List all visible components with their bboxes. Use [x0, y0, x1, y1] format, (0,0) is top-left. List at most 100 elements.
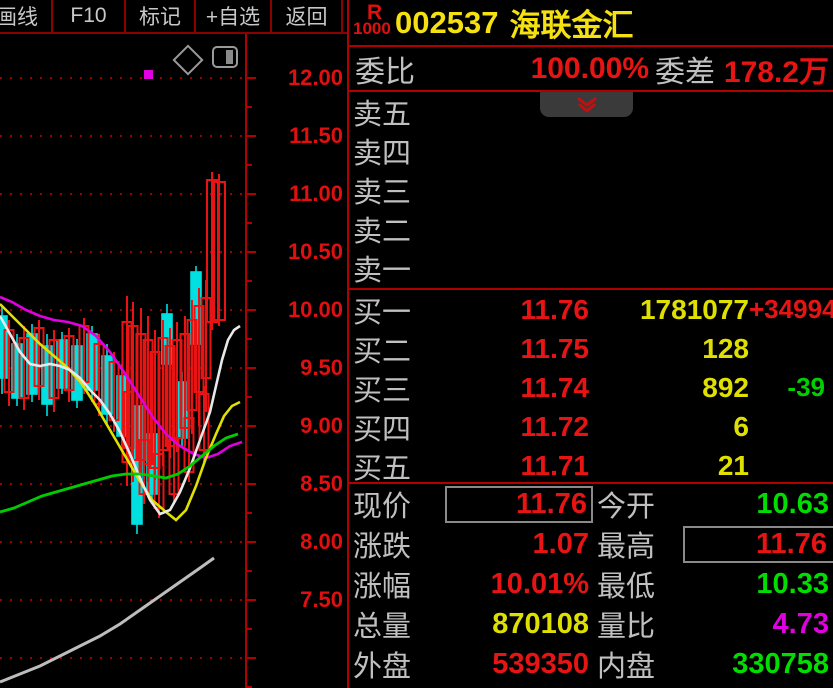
open-price-label: 今开 [597, 491, 656, 523]
buy3-price: 11.74 [520, 371, 589, 403]
buy3-label: 买三 [353, 374, 412, 407]
stock-name: 海联金汇 [509, 8, 634, 43]
axis-label-8: 8.00 [300, 529, 343, 554]
sell-order-book: 卖五 卖四 卖三 卖二 [349, 92, 833, 287]
axis-label-10: 10.00 [287, 297, 343, 322]
axis-label-9-50: 9.50 [300, 355, 343, 380]
inner-volume-value: 330758 [732, 647, 829, 680]
quote-row-change: 涨跌 1.07 最高 11.76 [349, 524, 833, 564]
table-row[interactable]: 买二 11.75 128 [349, 329, 833, 368]
axis-label-12: 12.00 [287, 65, 343, 90]
axis-label-9: 9.00 [300, 413, 343, 438]
commission-diff-label: 委差 [655, 55, 715, 89]
table-row[interactable]: 卖四 [349, 131, 833, 170]
buy-order-book: 买一 11.76 1781077 +34994 买二 11.75 128 买三 … [349, 288, 833, 485]
quote-row-volume: 总量 870108 量比 4.73 [349, 604, 833, 644]
badge-num-label: 1000 [353, 18, 391, 38]
table-row[interactable]: 卖五 [349, 92, 833, 131]
buy3-volume: 892 [702, 371, 749, 403]
back-button[interactable]: 返回 [272, 0, 343, 32]
low-value: 10.33 [756, 567, 829, 600]
outer-volume-value: 539350 [492, 647, 589, 680]
table-row[interactable]: 买三 11.74 892 -39 [349, 368, 833, 407]
total-volume-value: 870108 [492, 607, 589, 640]
table-row[interactable]: 买一 11.76 1781077 +34994 [349, 290, 833, 329]
buy1-price: 11.76 [520, 293, 589, 325]
open-price-value: 10.63 [756, 487, 829, 520]
commission-ratio-label: 委比 [355, 55, 415, 89]
quote-row-outin: 外盘 539350 内盘 330758 [349, 644, 833, 684]
margin-badge-icon: R 1000 [349, 1, 395, 45]
table-row[interactable]: 卖二 [349, 209, 833, 248]
buy1-volume: 1781077 [639, 293, 749, 325]
table-row[interactable]: 卖一 [349, 248, 833, 287]
buy2-price: 11.75 [520, 332, 589, 364]
change-pct-value: 10.01% [490, 567, 589, 600]
axis-label-10-50: 10.50 [287, 239, 343, 264]
sell5-label: 卖五 [353, 98, 412, 131]
inner-volume-label: 内盘 [597, 651, 656, 683]
total-volume-label: 总量 [353, 611, 412, 643]
buy5-volume: 21 [717, 449, 749, 481]
candlestick-chart[interactable]: 12.00 11.50 11.00 10.50 10.00 9.50 9.00 … [0, 34, 347, 688]
commission-row: 委比 100.00% 委差 178.2万 [349, 47, 833, 92]
buy2-label: 买二 [353, 335, 412, 368]
change-pct-label: 涨幅 [353, 571, 412, 603]
sell3-label: 卖三 [353, 176, 412, 209]
change-label: 涨跌 [353, 531, 412, 563]
magenta-dot-icon [144, 70, 153, 79]
f10-button[interactable]: F10 [53, 0, 126, 32]
high-label: 最高 [597, 531, 656, 563]
axis-label-8-50: 8.50 [300, 471, 343, 496]
outer-volume-label: 外盘 [353, 651, 412, 683]
table-row[interactable]: 卖三 [349, 170, 833, 209]
sell2-label: 卖二 [353, 215, 412, 248]
sell4-label: 卖四 [353, 137, 412, 170]
ma-line-white-long [0, 556, 215, 684]
current-price-label: 现价 [353, 491, 412, 523]
commission-ratio-value: 100.00% [530, 51, 649, 85]
mark-button[interactable]: 标记 [126, 0, 196, 32]
top-toolbar: 画线 F10 标记 +自选 返回 [0, 0, 347, 34]
volume-ratio-value: 4.73 [772, 607, 829, 640]
low-label: 最低 [597, 571, 656, 603]
add-watchlist-button[interactable]: +自选 [196, 0, 272, 32]
buy1-delta: +34994 [749, 294, 833, 324]
chevron-double-down-icon [577, 97, 596, 112]
buy5-price: 11.71 [520, 449, 589, 481]
axis-label-11: 11.00 [289, 181, 343, 206]
buy2-volume: 128 [702, 332, 749, 364]
buy4-volume: 6 [733, 410, 749, 442]
badge-r-label: R [367, 0, 383, 24]
buy5-label: 买五 [353, 452, 412, 485]
table-row[interactable]: 买五 11.71 21 [349, 446, 833, 485]
buy1-label: 买一 [353, 296, 412, 329]
draw-line-button[interactable]: 画线 [0, 0, 53, 32]
ma-line-green [0, 432, 239, 514]
quote-panel: R 1000 002537 海联金汇 委比 100.00% 委差 178.2万 … [347, 0, 833, 688]
volume-ratio-label: 量比 [597, 611, 656, 643]
table-row[interactable]: 买四 11.72 6 [349, 407, 833, 446]
stock-code: 002537 [395, 4, 499, 40]
buy4-label: 买四 [353, 413, 412, 446]
quote-row-price: 现价 11.76 今开 10.63 [349, 484, 833, 524]
ma-line-yellow [0, 303, 241, 522]
change-value: 1.07 [532, 527, 589, 560]
panel-toggle-icon[interactable] [212, 46, 238, 68]
axis-ticks [246, 77, 256, 688]
commission-diff-value: 178.2万 [723, 55, 829, 89]
quote-summary: 现价 11.76 今开 10.63 涨跌 1.07 最高 11.76 涨幅 10… [349, 484, 833, 688]
stock-header[interactable]: R 1000 002537 海联金汇 [349, 0, 833, 47]
chart-canvas [0, 34, 256, 688]
current-price-value: 11.76 [445, 485, 593, 523]
sell1-label: 卖一 [353, 254, 412, 287]
axis-label-11-50: 11.50 [289, 123, 343, 148]
quote-row-changepct: 涨幅 10.01% 最低 10.33 [349, 564, 833, 604]
buy3-delta: -39 [787, 372, 825, 402]
gridlines [0, 77, 246, 659]
candle-series [0, 172, 226, 534]
collapse-button[interactable] [540, 92, 633, 117]
ma-line-white-short [0, 315, 241, 516]
axis-label-7-50: 7.50 [300, 587, 343, 612]
